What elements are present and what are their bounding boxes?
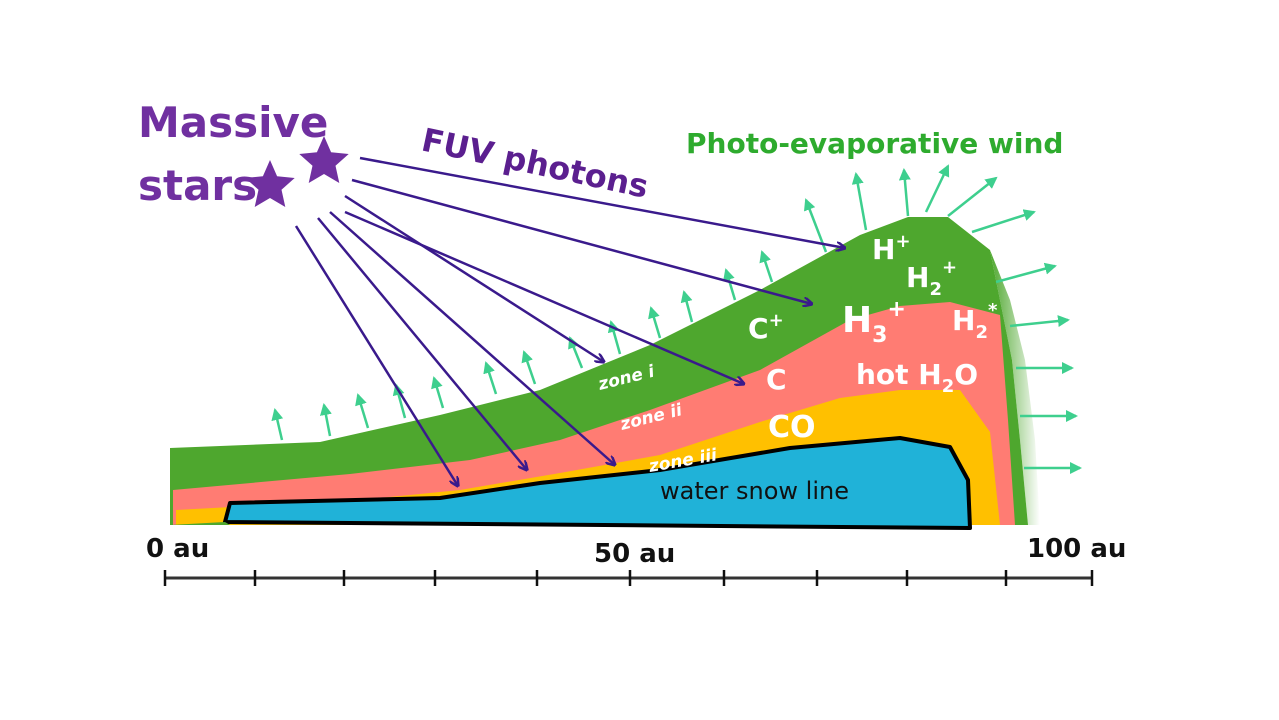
co-label: CO (768, 410, 816, 445)
snow-line-region (223, 436, 972, 530)
wind-arrow (851, 172, 868, 231)
wind-arrow (971, 209, 1036, 234)
axis-tick-label-0: 0 au (146, 534, 209, 564)
wind-arrow (680, 290, 694, 323)
wind-arrow (355, 393, 370, 429)
star-icon (245, 160, 295, 207)
wind-arrow (521, 350, 537, 385)
axis-tick-label-50: 50 au (594, 539, 675, 569)
photon-arrow (344, 194, 604, 362)
photon-arrow (351, 178, 812, 304)
wind-arrow (431, 376, 445, 409)
zone-i-fade-edge (990, 250, 1040, 525)
photon-arrow (317, 217, 527, 470)
disk-layers (170, 217, 1040, 530)
photon-arrow (329, 211, 615, 465)
photon-arrow (359, 156, 845, 248)
disk-baseline-fill (170, 522, 230, 525)
wind-arrow (483, 361, 498, 395)
water-snow-line-label: water snow line (660, 477, 849, 505)
wind-arrow (995, 262, 1057, 284)
wind-label: Photo-evaporative wind (686, 127, 1063, 160)
photon-arrows (294, 156, 845, 486)
massive-label: Massive (138, 98, 328, 147)
wind-arrow (898, 168, 911, 217)
wind-arrow (759, 250, 774, 283)
c-label: C (766, 363, 787, 396)
wind-arrow (723, 268, 737, 301)
c-plus-label: C+ (748, 310, 784, 345)
h2-star-label: H2* (952, 300, 998, 343)
wind-arrow (648, 306, 662, 339)
axis-ticks (163, 570, 1094, 586)
star-icon (299, 136, 349, 183)
wind-arrow (271, 408, 284, 441)
h2-plus-label: H2+ (906, 257, 957, 300)
wind-arrow (947, 176, 998, 217)
wind-arrow (1009, 315, 1070, 328)
massive-stars (245, 136, 349, 207)
wind-arrows (271, 164, 1082, 474)
photon-arrow (294, 225, 458, 486)
wind-arrow (568, 336, 584, 369)
photon-arrow (344, 210, 744, 384)
stars-label: stars (138, 161, 257, 210)
hot-h2o-label: hot H2O (856, 358, 978, 397)
wind-arrow (320, 403, 332, 437)
h-plus-label: H+ (872, 231, 911, 266)
wind-arrow (924, 164, 950, 213)
fuv-photons-label: FUV photons (418, 121, 651, 206)
axis-tick-label-100: 100 au (1027, 534, 1126, 564)
distance-axis: 0 au 50 au 100 au (146, 534, 1126, 586)
h3-plus-label: H3+ (842, 297, 906, 348)
